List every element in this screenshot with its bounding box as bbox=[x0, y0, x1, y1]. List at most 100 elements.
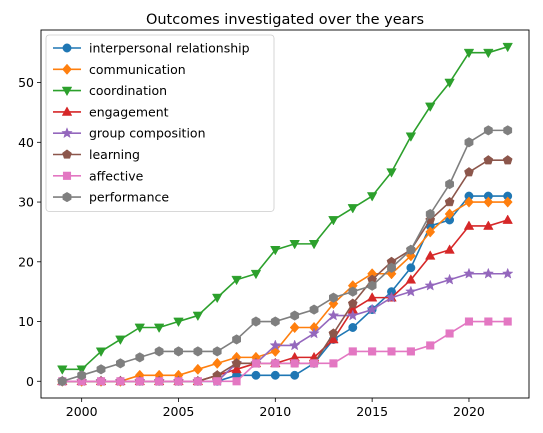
data-point-affective-2005 bbox=[174, 377, 183, 386]
data-point-performance-2012 bbox=[309, 304, 319, 315]
data-point-communication-2019 bbox=[444, 208, 455, 220]
data-point-affective-2011 bbox=[290, 359, 299, 368]
data-point-engagement-2018 bbox=[425, 250, 436, 260]
data-point-affective-2019 bbox=[445, 329, 454, 338]
legend-label-coordination: coordination bbox=[89, 83, 167, 98]
data-point-performance-2010 bbox=[270, 316, 280, 327]
legend-label-affective: affective bbox=[89, 168, 144, 183]
data-point-group-composition-2017 bbox=[405, 285, 417, 297]
data-point-performance-2011 bbox=[290, 310, 300, 321]
data-point-performance-2022 bbox=[503, 125, 513, 136]
data-point-performance-2007 bbox=[212, 346, 222, 357]
legend-label-group-composition: group composition bbox=[89, 126, 206, 141]
data-point-performance-2006 bbox=[193, 346, 203, 357]
data-point-affective-2009 bbox=[251, 359, 261, 368]
data-point-interpersonal-relationship-2014 bbox=[348, 323, 358, 332]
data-point-learning-2022 bbox=[502, 155, 513, 165]
data-point-interpersonal-relationship-2017 bbox=[406, 263, 416, 273]
legend: interpersonal relationship communication c… bbox=[45, 34, 275, 212]
data-point-learning-2021 bbox=[483, 155, 494, 165]
chart-title: Outcomes investigated over the years bbox=[146, 12, 424, 28]
data-point-coordination-2017 bbox=[405, 132, 417, 142]
series-coordination bbox=[57, 42, 513, 375]
x-tick-label-2015: 2015 bbox=[356, 404, 388, 419]
data-point-coordination-2019 bbox=[444, 78, 455, 89]
data-point-coordination-2006 bbox=[192, 311, 204, 322]
data-point-performance-2000 bbox=[77, 370, 87, 381]
data-point-performance-2008 bbox=[232, 334, 241, 345]
data-point-performance-2017 bbox=[406, 244, 416, 255]
series-affective bbox=[58, 317, 512, 386]
data-point-performance-2002 bbox=[115, 358, 125, 369]
data-point-learning-2008 bbox=[231, 358, 242, 368]
data-point-coordination-2001 bbox=[95, 347, 107, 357]
y-tick-label-40: 40 bbox=[18, 135, 34, 150]
series-engagement bbox=[57, 214, 513, 386]
data-point-performance-2004 bbox=[154, 346, 164, 357]
data-point-group-composition-2011 bbox=[288, 339, 301, 351]
data-point-group-composition-2015 bbox=[366, 303, 378, 315]
legend-marker-communication bbox=[62, 63, 72, 75]
data-point-affective-2010 bbox=[271, 359, 280, 368]
data-point-coordination-2010 bbox=[270, 245, 281, 256]
data-point-performance-2009 bbox=[251, 316, 261, 327]
data-point-coordination-2003 bbox=[134, 323, 145, 334]
data-point-affective-2014 bbox=[348, 347, 357, 356]
data-point-coordination-2014 bbox=[347, 204, 359, 214]
data-point-communication-2021 bbox=[483, 196, 494, 208]
data-point-performance-2021 bbox=[483, 125, 493, 136]
data-point-affective-2017 bbox=[406, 347, 415, 356]
data-point-coordination-2022 bbox=[502, 42, 513, 53]
legend-marker-performance bbox=[62, 192, 72, 203]
axis-ticks: 2000 2005 2010 2015 2020 0 10 20 30 40 50 bbox=[18, 75, 485, 419]
data-point-coordination-2020 bbox=[463, 48, 475, 59]
series-line-coordination bbox=[62, 45, 508, 371]
data-point-affective-2002 bbox=[116, 377, 125, 386]
axes-frame bbox=[40, 29, 530, 399]
data-point-affective-2012 bbox=[309, 359, 319, 368]
data-point-engagement-2017 bbox=[405, 274, 417, 284]
data-point-group-composition-2014 bbox=[346, 309, 359, 321]
data-point-communication-2007 bbox=[212, 357, 223, 369]
data-point-group-composition-2021 bbox=[482, 267, 495, 279]
y-tick-label-20: 20 bbox=[18, 254, 34, 269]
legend-marker-learning bbox=[62, 149, 72, 159]
series-interpersonal-relationship bbox=[57, 191, 513, 386]
data-point-communication-2017 bbox=[405, 250, 416, 262]
y-tick-label-10: 10 bbox=[18, 314, 34, 329]
x-tick-label-2020: 2020 bbox=[453, 404, 485, 419]
data-point-coordination-2002 bbox=[115, 335, 126, 345]
data-point-engagement-2022 bbox=[502, 214, 513, 224]
data-point-group-composition-2016 bbox=[385, 291, 398, 303]
data-point-affective-2004 bbox=[155, 377, 164, 386]
data-point-engagement-2008 bbox=[231, 363, 242, 374]
legend-marker-engagement bbox=[61, 106, 73, 116]
legend-marker-interpersonal-relationship bbox=[62, 43, 72, 53]
data-point-affective-2013 bbox=[329, 359, 338, 368]
legend-marker-group-composition bbox=[61, 127, 73, 139]
data-point-group-composition-2013 bbox=[327, 309, 340, 321]
data-point-affective-2020 bbox=[464, 317, 474, 326]
data-point-coordination-2021 bbox=[483, 48, 494, 59]
legend-marker-coordination bbox=[61, 86, 73, 97]
data-point-coordination-2016 bbox=[386, 168, 397, 178]
data-point-communication-2011 bbox=[289, 321, 300, 334]
data-point-coordination-2007 bbox=[211, 293, 223, 304]
series-line-group-composition bbox=[62, 272, 508, 383]
data-point-performance-2001 bbox=[96, 364, 106, 375]
data-point-interpersonal-relationship-2011 bbox=[290, 370, 300, 380]
data-point-engagement-2013 bbox=[328, 333, 339, 344]
plot-area bbox=[56, 42, 514, 387]
data-point-performance-2003 bbox=[135, 352, 145, 363]
data-point-performance-2018 bbox=[425, 208, 435, 220]
data-point-learning-2019 bbox=[444, 196, 455, 207]
data-point-affective-2018 bbox=[426, 341, 435, 350]
data-point-affective-2006 bbox=[193, 377, 202, 386]
legend-label-interpersonal-relationship: interpersonal relationship bbox=[89, 41, 250, 56]
legend-label-engagement: engagement bbox=[89, 104, 169, 119]
data-point-performance-1999 bbox=[57, 376, 67, 387]
data-point-coordination-2009 bbox=[250, 269, 262, 280]
series-group-composition bbox=[56, 267, 514, 387]
data-point-affective-2016 bbox=[387, 347, 396, 356]
data-point-coordination-1999 bbox=[57, 365, 68, 375]
